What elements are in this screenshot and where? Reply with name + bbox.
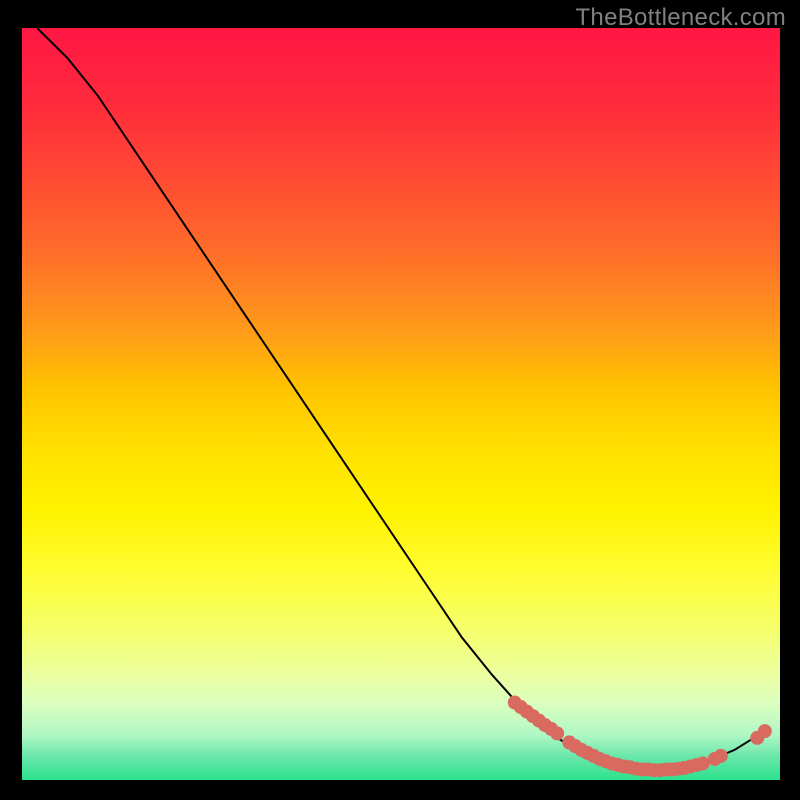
- chart-marker: [758, 724, 772, 738]
- chart-svg: [22, 28, 780, 780]
- chart-plot-area: [22, 28, 780, 780]
- watermark-text: TheBottleneck.com: [575, 4, 786, 32]
- chart-background: [22, 28, 780, 780]
- chart-marker: [714, 749, 728, 763]
- chart-marker: [550, 726, 564, 740]
- chart-marker: [696, 756, 710, 770]
